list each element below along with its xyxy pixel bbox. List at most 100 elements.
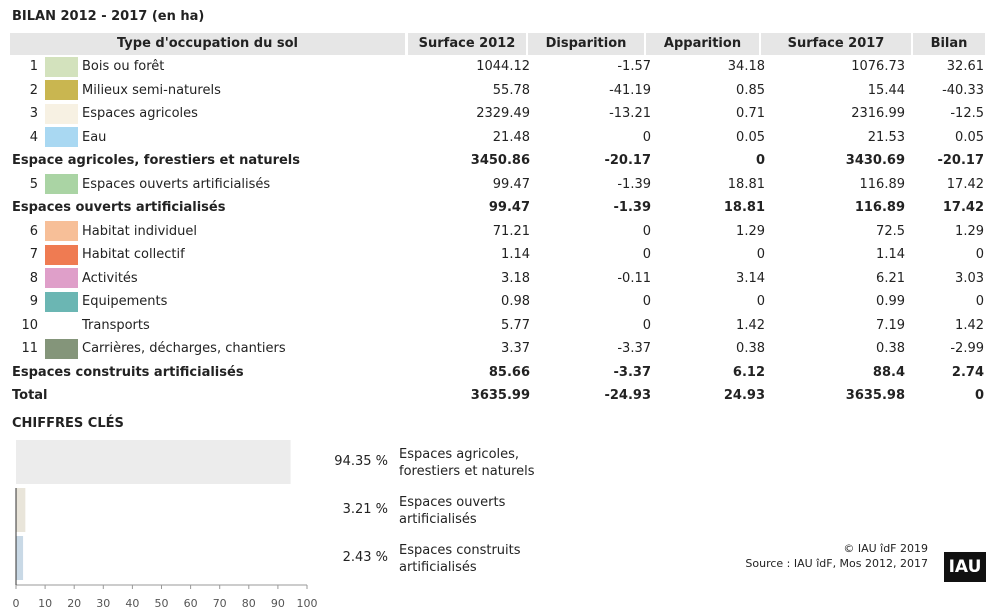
x-tick-label: 50	[155, 597, 169, 610]
x-tick-label: 0	[13, 597, 20, 610]
cell: 0	[756, 247, 765, 262]
cell: 0.05	[736, 129, 765, 145]
cell: 17.42	[946, 176, 984, 192]
key-figures-title: CHIFFRES CLÉS	[12, 416, 124, 431]
cell: -1.57	[617, 59, 651, 74]
x-tick-label: 70	[213, 597, 227, 610]
cell: 1.29	[955, 223, 984, 239]
color-swatch	[45, 338, 78, 359]
cell: 0	[642, 129, 651, 145]
cell: 0	[642, 317, 651, 333]
row-label: Carrières, décharges, chantiers	[82, 341, 286, 356]
cell: 18.81	[727, 176, 765, 192]
cell: 1044.12	[476, 59, 530, 74]
bar	[16, 440, 291, 484]
cell: 0	[975, 247, 984, 262]
row-number: 3	[29, 106, 38, 121]
x-tick-label: 10	[38, 597, 52, 610]
cell: -13.21	[609, 106, 651, 121]
row-label: Espaces ouverts artificialisés	[12, 200, 226, 215]
x-tick-label: 60	[184, 597, 198, 610]
row-number: 5	[29, 176, 38, 192]
logo: IAU	[944, 552, 986, 582]
row-label: Total	[12, 388, 48, 403]
color-swatch	[45, 56, 78, 77]
row-number: 4	[29, 129, 38, 145]
row-number: 10	[21, 317, 38, 333]
x-tick-label: 90	[271, 597, 285, 610]
cell: 1.14	[876, 247, 905, 262]
row-label: Espaces construits artificialisés	[12, 364, 244, 380]
cell: 6.12	[732, 364, 765, 380]
column-header: Bilan	[913, 33, 985, 55]
cell: 6.21	[876, 270, 905, 286]
cell: 0.99	[876, 294, 905, 309]
color-swatch	[45, 221, 78, 241]
cell: 0	[642, 294, 651, 309]
cell: -1.39	[613, 200, 651, 215]
row-number: 7	[29, 247, 38, 262]
row-label: Habitat individuel	[82, 223, 198, 239]
row-label: Transports	[82, 317, 150, 333]
cell: 3635.98	[845, 388, 905, 403]
cell: 0.98	[501, 294, 530, 309]
cell: 0	[756, 294, 765, 309]
cell: 85.66	[488, 364, 530, 380]
cell: 0	[974, 388, 984, 403]
cell: 3.18	[501, 270, 530, 286]
cell: 99.47	[492, 176, 530, 192]
row-label: Espaces ouverts artificialisés	[82, 176, 271, 192]
cell: 7.19	[876, 317, 905, 333]
value-label: 94.35 %	[334, 454, 388, 469]
row-label: Activités	[82, 270, 138, 286]
cell: -24.93	[604, 388, 651, 403]
column-header: Surface 2017	[761, 33, 911, 55]
cell: 17.42	[942, 200, 984, 215]
cell: -3.37	[613, 364, 651, 380]
cell: 3450.86	[470, 153, 530, 168]
cell: -40.33	[942, 82, 984, 98]
copyright: © IAU îdF 2019	[843, 542, 928, 555]
cell: 32.61	[946, 59, 984, 74]
cell: 0.71	[736, 106, 765, 121]
category-label: Espaces ouverts artificialisés	[399, 495, 506, 527]
cell: 18.81	[723, 200, 765, 215]
bar	[16, 488, 26, 532]
cell: 5.77	[501, 317, 530, 333]
cell: 21.48	[492, 129, 530, 145]
cell: -20.17	[604, 153, 651, 168]
cell: 0.05	[955, 129, 984, 145]
cell: -2.99	[950, 341, 984, 356]
color-swatch	[45, 174, 78, 194]
row-number: 1	[29, 59, 38, 74]
row-number: 6	[29, 223, 38, 239]
cell: 99.47	[488, 200, 530, 215]
cell: 2316.99	[851, 106, 905, 121]
x-tick-label: 100	[297, 597, 318, 610]
source: Source : IAU îdF, Mos 2012, 2017	[745, 557, 928, 570]
color-swatch	[45, 244, 78, 265]
cell: 3.03	[955, 270, 984, 286]
row-label: Espaces agricoles	[82, 106, 198, 121]
color-swatch	[45, 80, 78, 100]
x-tick-label: 80	[242, 597, 256, 610]
color-swatch	[45, 268, 78, 288]
cell: -12.5	[950, 106, 984, 121]
column-header: Disparition	[528, 33, 644, 55]
cell: 55.78	[492, 82, 530, 98]
x-tick-label: 30	[96, 597, 110, 610]
value-label: 2.43 %	[342, 550, 388, 565]
cell: 3430.69	[845, 153, 905, 168]
row-number: 11	[21, 341, 38, 356]
cell: 34.18	[727, 59, 765, 74]
chart: 0 10 20 30 40 50 60 70 80 90 100	[13, 440, 318, 610]
cell: 2.74	[951, 364, 984, 380]
cell: 0	[642, 223, 651, 239]
row-label: Eau	[82, 129, 107, 145]
cell: 88.4	[872, 364, 905, 380]
row-number: 2	[29, 82, 38, 98]
cell: 116.89	[859, 176, 906, 192]
row-label: Equipements	[82, 294, 168, 309]
column-header: Apparition	[646, 33, 759, 55]
